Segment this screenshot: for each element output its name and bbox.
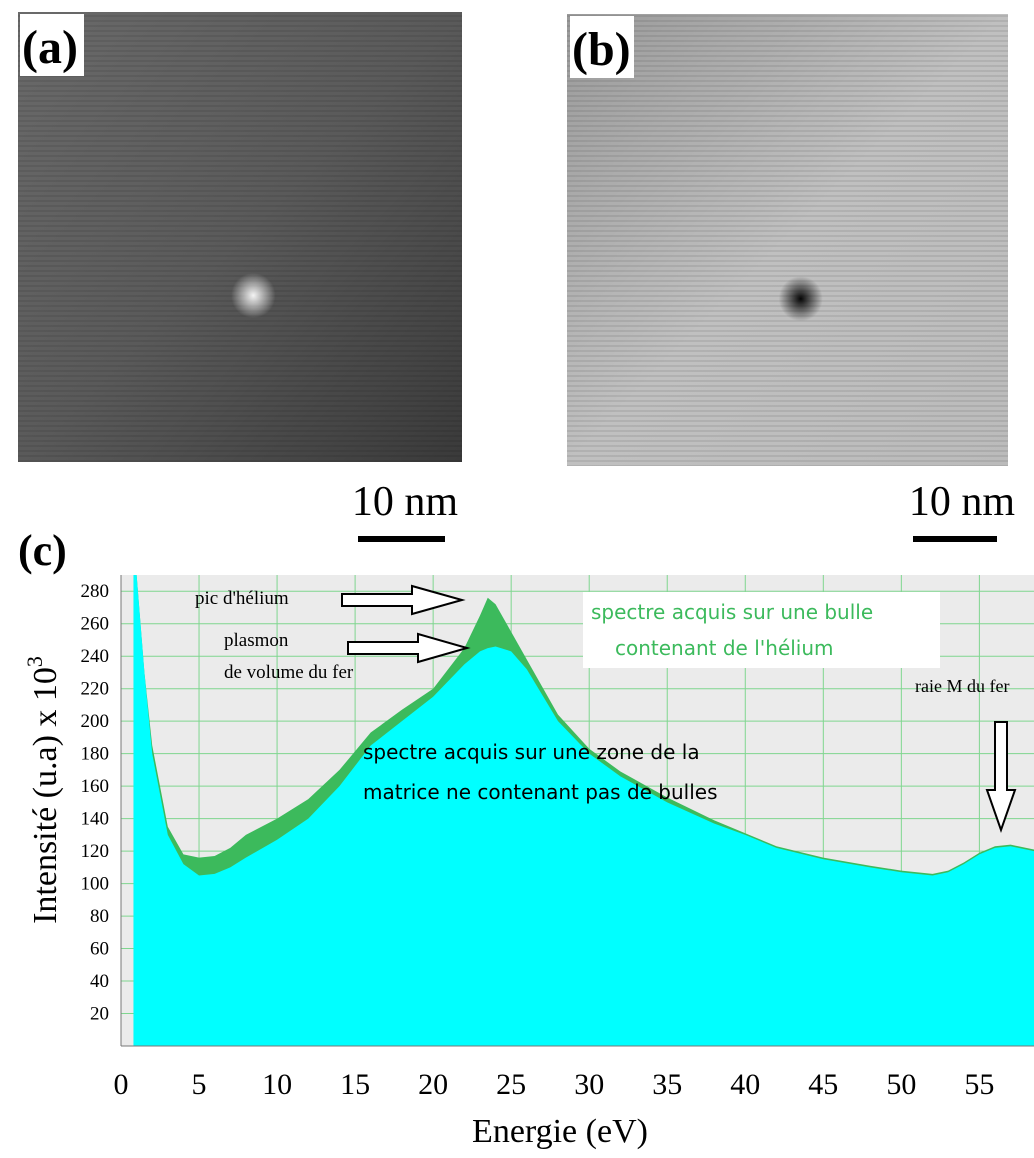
panel-label: (c): [18, 526, 67, 575]
scale-bar: [358, 536, 445, 542]
image-a: [18, 12, 462, 462]
annotation: raie M du fer: [915, 676, 1009, 696]
annotation: contenant de l'hélium: [615, 636, 834, 660]
annotation: pic d'hélium: [195, 588, 289, 609]
x-tick-label: 10: [262, 1068, 292, 1101]
area: [133, 575, 1034, 1046]
y-axis-label-text: Intensité (u.a) x 10: [27, 667, 64, 924]
label-box: [20, 14, 84, 76]
y-tick-label: 260: [81, 614, 110, 635]
annotation-box: [583, 592, 940, 668]
y-axis-label: Intensité (u.a) x 103: [22, 656, 64, 924]
annotation: spectre acquis sur une bulle: [591, 600, 873, 624]
x-tick-label: 35: [652, 1068, 682, 1101]
y-tick-label: 60: [90, 939, 109, 960]
y-axis-label-exponent: 3: [22, 656, 47, 667]
x-tick-label: 5: [192, 1068, 207, 1101]
y-tick-label: 240: [81, 646, 110, 667]
annotation: matrice ne contenant pas de bulles: [363, 780, 718, 804]
image-b: [567, 14, 1008, 466]
x-tick-label: 50: [886, 1068, 916, 1101]
scale-label: 10 nm: [909, 479, 1016, 525]
scale-bar: [913, 536, 997, 542]
y-tick-label: 100: [81, 874, 110, 895]
y-tick-label: 180: [81, 744, 110, 765]
y-tick-label: 140: [81, 809, 110, 830]
y-tick-label: 120: [81, 841, 110, 862]
y-tick-label: 40: [90, 971, 109, 992]
x-tick-label: 25: [496, 1068, 526, 1101]
annotation: de volume du fer: [224, 662, 354, 683]
y-tick-label: 280: [81, 581, 110, 602]
x-tick-label: 55: [964, 1068, 994, 1101]
x-tick-label: 45: [808, 1068, 838, 1101]
x-tick-label: 30: [574, 1068, 604, 1101]
y-tick-label: 80: [90, 906, 109, 927]
x-tick-label: 15: [340, 1068, 370, 1101]
x-tick-label: 0: [114, 1068, 129, 1101]
scale-label: 10 nm: [352, 479, 459, 525]
panel-label: (a): [22, 21, 78, 74]
annotation: plasmon: [224, 630, 289, 651]
x-tick-label: 40: [730, 1068, 760, 1101]
arrow: [341, 584, 466, 616]
plot: 20 40 60 80 100 120 140 160 180 200 220 240 260 280 0 5…: [22, 575, 1034, 1150]
y-tick-label: 160: [81, 776, 110, 797]
annotation: spectre acquis sur une zone de la: [363, 740, 700, 764]
y-tick-label: 200: [81, 711, 110, 732]
arrow: [347, 632, 471, 664]
y-tick-label: 220: [81, 679, 110, 700]
x-axis-label: Energie (eV): [472, 1113, 648, 1150]
x-tick-label: 20: [418, 1068, 448, 1101]
y-tick-label: 20: [90, 1004, 109, 1025]
arrow: [985, 721, 1017, 834]
panel-label: (b): [572, 23, 631, 76]
label-box: [570, 16, 634, 78]
